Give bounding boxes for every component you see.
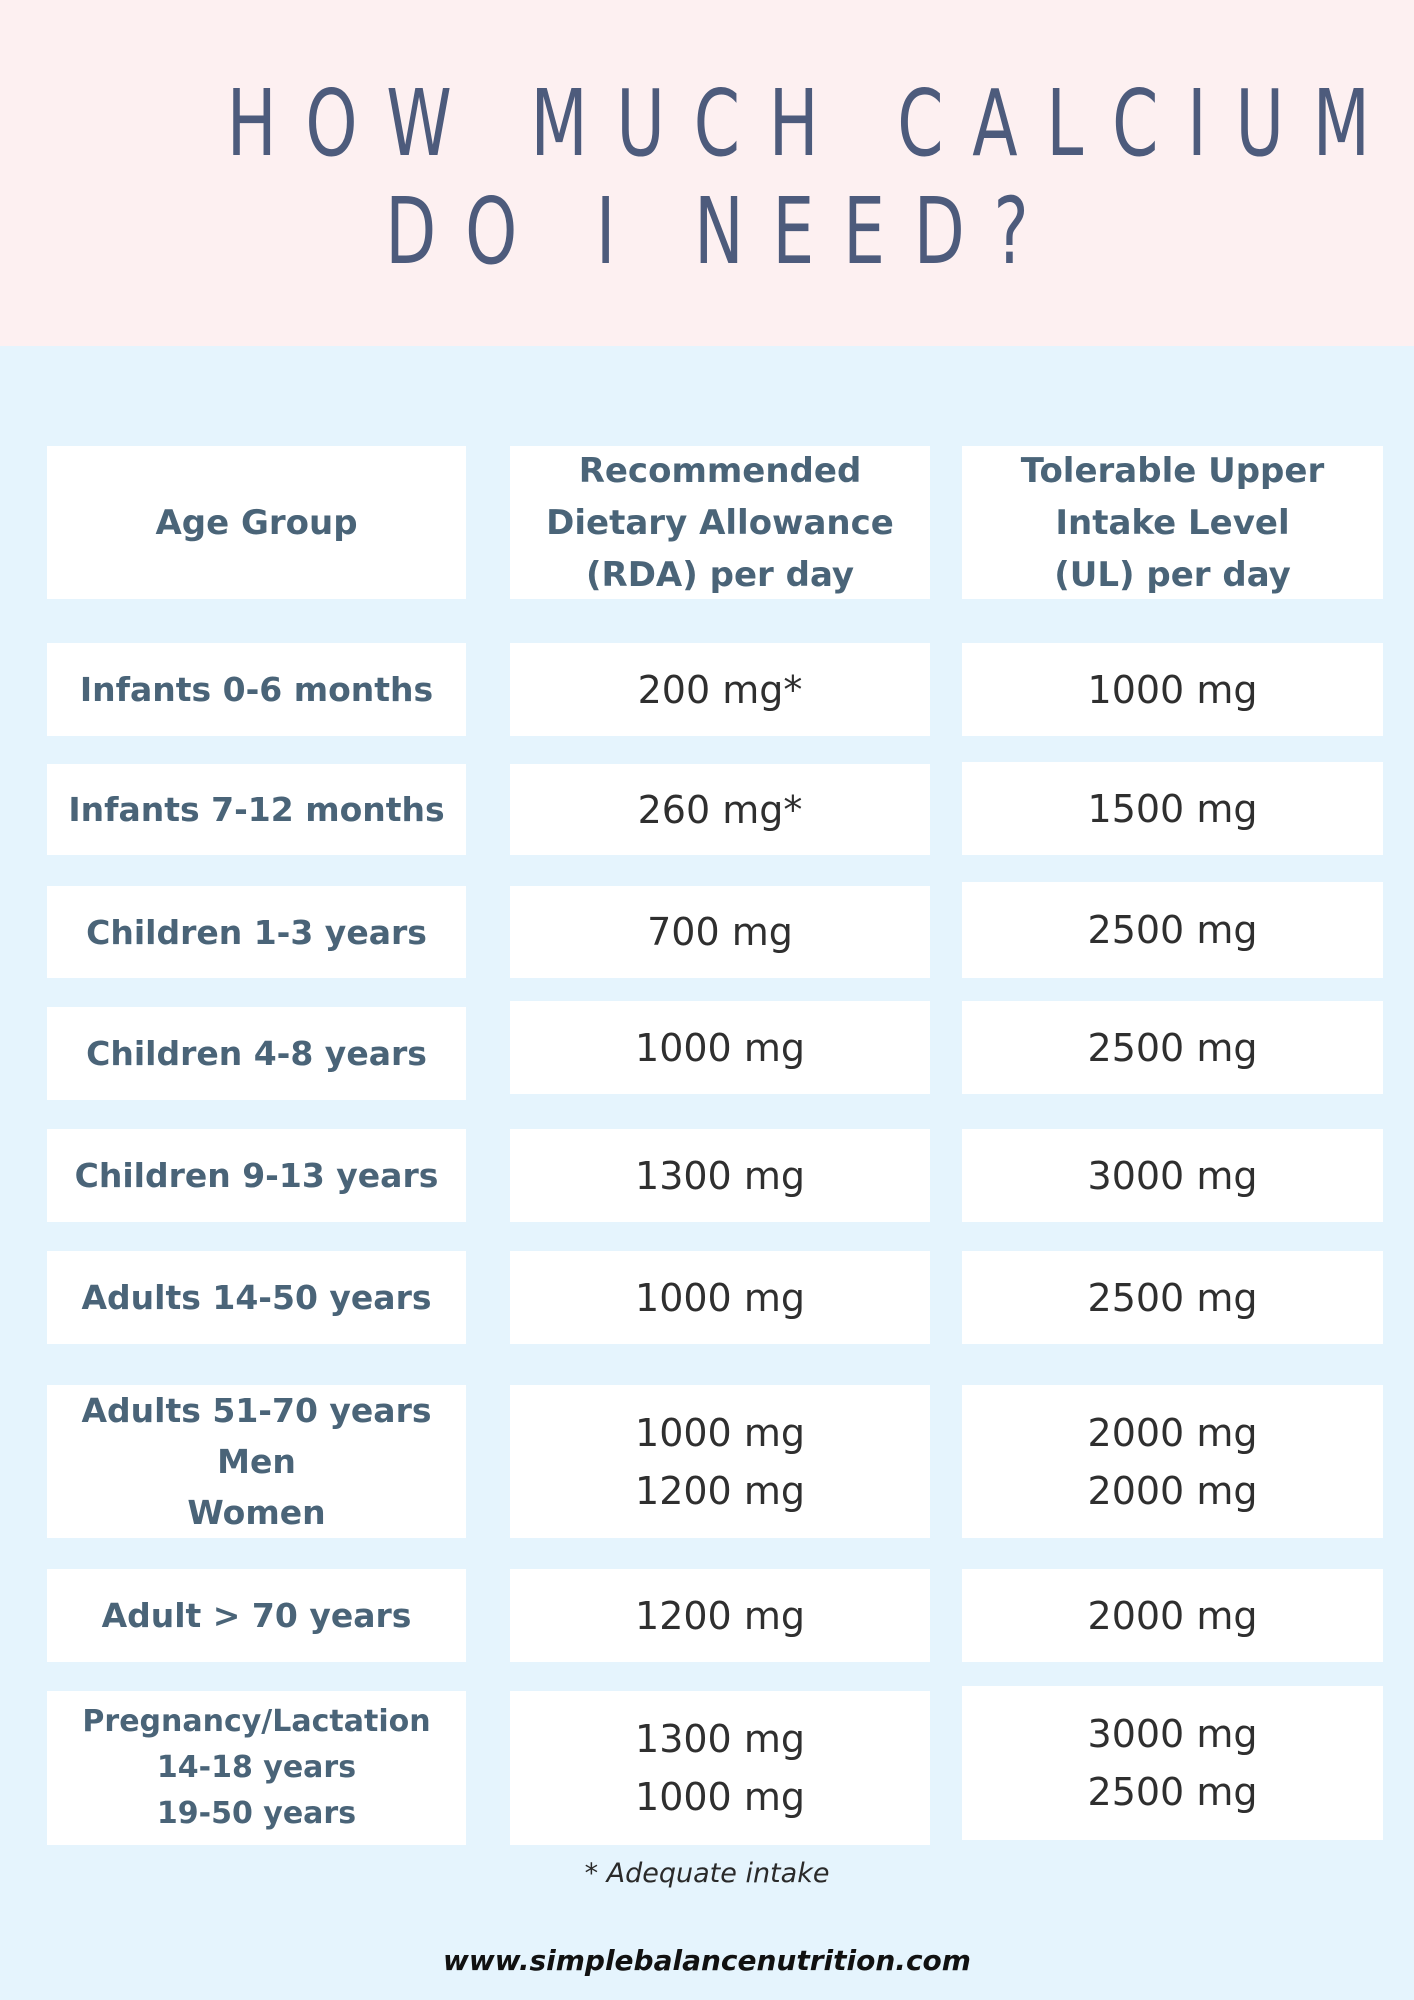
rda-value: 1000 mg: [635, 1025, 805, 1070]
row-age-cell: Infants 0-6 months: [47, 643, 466, 736]
ul-value: 2500 mg: [1087, 1770, 1258, 1814]
age-group-label: Infants 7-12 months: [68, 790, 445, 829]
header-rda: Recommended Dietary Allowance (RDA) per …: [510, 446, 930, 599]
age-group-label: Infants 0-6 months: [79, 670, 434, 709]
rda-value: 260 mg*: [637, 787, 803, 832]
row-ul-cell: 2500 mg: [962, 1001, 1383, 1094]
ul-value: 2000 mg: [1087, 1410, 1258, 1455]
row-rda-cell: 1000 mg 1200 mg: [510, 1385, 930, 1538]
header-ul-line: Tolerable Upper: [1020, 450, 1325, 491]
header-rda-line: (RDA) per day: [585, 554, 855, 595]
age-group-label: Adult > 70 years: [101, 1596, 412, 1635]
age-group-label: 19-50 years: [156, 1796, 357, 1831]
ul-value: 3000 mg: [1087, 1712, 1258, 1756]
age-group-label: Adults 14-50 years: [81, 1278, 432, 1317]
ul-value: 2000 mg: [1087, 1593, 1258, 1638]
header-age-group-label: Age Group: [155, 502, 358, 543]
row-age-cell: Children 1-3 years: [47, 886, 466, 978]
row-age-cell: Infants 7-12 months: [47, 764, 466, 855]
row-ul-cell: 2500 mg: [962, 882, 1383, 978]
rda-value: 1300 mg: [635, 1153, 805, 1198]
row-ul-cell: 1000 mg: [962, 643, 1383, 736]
page-title-line-1: HOW MUCH CALCIUM: [226, 70, 1399, 177]
ul-value: 3000 mg: [1087, 1153, 1258, 1198]
age-group-label: Children 1-3 years: [86, 912, 427, 952]
ul-value: 1000 mg: [1087, 667, 1258, 712]
footnote: * Adequate intake: [584, 1858, 830, 1889]
ul-value: 2500 mg: [1087, 908, 1258, 952]
row-rda-cell: 200 mg*: [510, 643, 930, 736]
rda-value: 1200 mg: [635, 1593, 805, 1638]
row-age-cell: Pregnancy/Lactation 14-18 years 19-50 ye…: [47, 1691, 466, 1845]
rda-value: 1200 mg: [635, 1468, 805, 1513]
row-ul-cell: 2500 mg: [962, 1251, 1383, 1344]
row-ul-cell: 2000 mg: [962, 1569, 1383, 1662]
ul-value: 2500 mg: [1087, 1275, 1258, 1320]
row-rda-cell: 1000 mg: [510, 1001, 930, 1094]
age-group-label: Pregnancy/Lactation: [82, 1704, 431, 1739]
ul-value: 1500 mg: [1087, 786, 1258, 831]
ul-value: 2500 mg: [1087, 1025, 1258, 1070]
rda-value: 700 mg: [647, 910, 793, 954]
row-ul-cell: 3000 mg: [962, 1129, 1383, 1222]
title-banner: HOW MUCH CALCIUM DO I NEED?: [0, 0, 1414, 346]
row-rda-cell: 700 mg: [510, 886, 930, 978]
row-rda-cell: 260 mg*: [510, 764, 930, 855]
row-rda-cell: 1300 mg 1000 mg: [510, 1691, 930, 1845]
row-rda-cell: 1300 mg: [510, 1129, 930, 1222]
header-ul-line: Intake Level: [1055, 502, 1290, 543]
age-group-label: Women: [187, 1493, 326, 1532]
header-ul: Tolerable Upper Intake Level (UL) per da…: [962, 446, 1383, 599]
header-ul-line: (UL) per day: [1054, 554, 1291, 595]
row-age-cell: Adults 14-50 years: [47, 1251, 466, 1344]
row-ul-cell: 1500 mg: [962, 762, 1383, 855]
ul-value: 2000 mg: [1087, 1468, 1258, 1513]
website-link[interactable]: www.simplebalancenutrition.com: [443, 1944, 971, 1977]
rda-value: 1000 mg: [635, 1775, 805, 1819]
rda-value: 200 mg*: [637, 667, 803, 712]
age-group-label: Children 9-13 years: [74, 1156, 439, 1195]
rda-value: 1000 mg: [635, 1410, 805, 1455]
page-title-line-2: DO I NEED?: [385, 178, 1058, 285]
age-group-label: Men: [217, 1442, 296, 1481]
row-age-cell: Adults 51-70 years Men Women: [47, 1385, 466, 1538]
header-rda-line: Dietary Allowance: [546, 502, 894, 543]
age-group-label: Adults 51-70 years: [81, 1391, 432, 1430]
row-rda-cell: 1200 mg: [510, 1569, 930, 1662]
row-age-cell: Children 4-8 years: [47, 1007, 466, 1100]
header-rda-line: Recommended: [578, 450, 862, 491]
row-age-cell: Children 9-13 years: [47, 1129, 466, 1222]
row-age-cell: Adult > 70 years: [47, 1569, 466, 1662]
header-age-group: Age Group: [47, 446, 466, 599]
row-rda-cell: 1000 mg: [510, 1251, 930, 1344]
rda-value: 1300 mg: [635, 1717, 805, 1761]
row-ul-cell: 3000 mg 2500 mg: [962, 1686, 1383, 1840]
rda-value: 1000 mg: [635, 1275, 805, 1320]
age-group-label: Children 4-8 years: [86, 1034, 427, 1073]
row-ul-cell: 2000 mg 2000 mg: [962, 1385, 1383, 1538]
age-group-label: 14-18 years: [156, 1750, 357, 1785]
